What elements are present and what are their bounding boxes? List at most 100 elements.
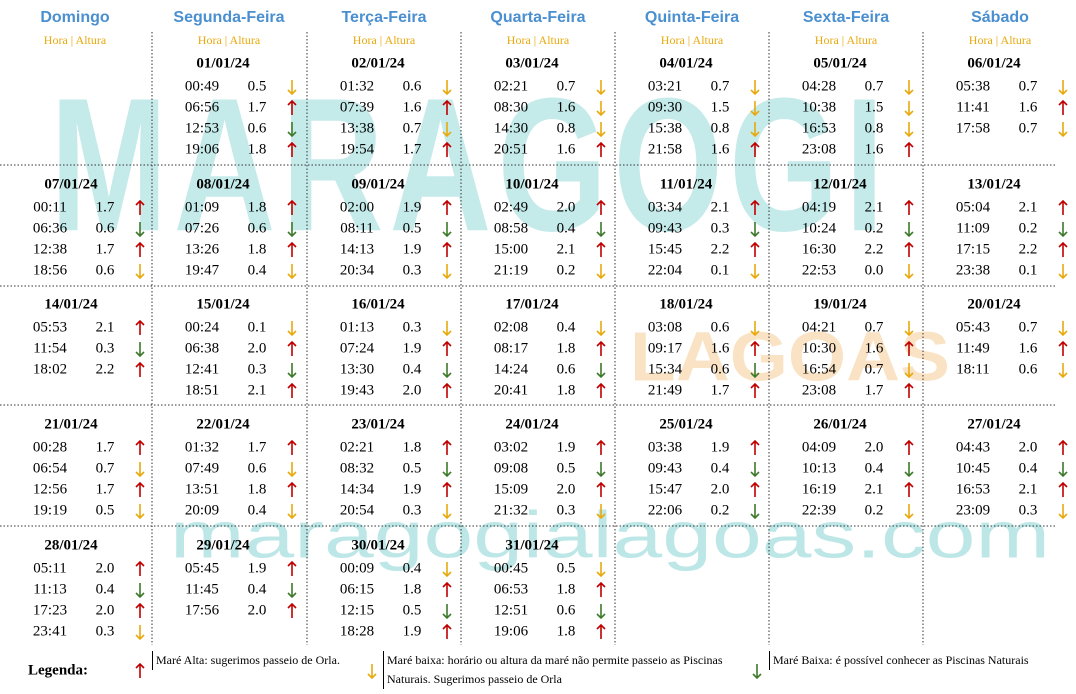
tide-height: 1.8 — [248, 241, 267, 257]
tide-arrow — [135, 583, 145, 599]
tide-height: 0.2 — [865, 220, 884, 236]
tide-time: 09:43 — [648, 220, 682, 236]
tide-height: 1.8 — [248, 481, 267, 497]
tide-height: 2.0 — [403, 382, 422, 398]
tide-time: 03:38 — [648, 439, 682, 455]
tide-time: 06:15 — [340, 581, 374, 597]
legend-text: Maré Alta: sugerimos passeio de Orla. — [152, 651, 380, 670]
tide-time: 06:36 — [33, 220, 68, 236]
tide-height: 0.5 — [248, 78, 267, 94]
date: 03/01/24 — [505, 55, 559, 71]
tide-arrow — [596, 241, 606, 257]
tide-arrow — [135, 560, 145, 576]
tide-arrow — [750, 363, 760, 379]
tide-height: 2.0 — [711, 481, 730, 497]
tide-arrow — [367, 664, 377, 680]
tide-time: 10:38 — [802, 99, 836, 115]
tide-time: 10:13 — [802, 460, 836, 476]
tide-height: 2.0 — [1019, 439, 1038, 455]
tide-height: 1.5 — [865, 99, 884, 115]
tide-time: 19:47 — [185, 262, 220, 278]
tide-height: 1.9 — [248, 560, 267, 576]
tide-time: 01:32 — [185, 439, 219, 455]
tide-arrow — [904, 80, 914, 96]
tide-arrow — [750, 462, 760, 478]
tide-height: 0.6 — [711, 319, 730, 335]
tide-height: 2.1 — [96, 319, 115, 335]
tide-time: 18:56 — [33, 262, 68, 278]
tide-time: 05:04 — [956, 199, 991, 215]
tide-time: 08:32 — [340, 460, 374, 476]
tide-arrow — [287, 241, 297, 257]
tide-time: 19:19 — [33, 502, 67, 518]
tide-arrow — [287, 99, 297, 115]
tide-time: 08:11 — [340, 220, 374, 236]
tide-arrow — [287, 363, 297, 379]
tide-height: 1.8 — [557, 581, 576, 597]
tide-arrow — [287, 80, 297, 96]
tide-time: 03:02 — [494, 439, 528, 455]
date: 20/01/24 — [967, 296, 1021, 312]
tide-height: 1.7 — [711, 382, 730, 398]
day-header: Segunda-Feira — [173, 9, 284, 26]
tide-height: 1.9 — [711, 439, 730, 455]
tide-time: 19:06 — [185, 141, 220, 157]
tide-arrow — [596, 481, 606, 497]
tide-height: 1.8 — [248, 199, 267, 215]
tide-height: 1.8 — [557, 623, 576, 639]
day-subheader: Hora | Altura — [661, 33, 724, 47]
tide-arrow — [442, 604, 452, 620]
tide-time: 06:53 — [494, 581, 528, 597]
tide-arrow — [596, 363, 606, 379]
tide-height: 2.2 — [865, 241, 884, 257]
tide-height: 1.6 — [865, 141, 884, 157]
tide-height: 0.0 — [865, 262, 884, 278]
tide-arrow — [596, 80, 606, 96]
day-subheader: Hora | Altura — [815, 33, 878, 47]
tide-time: 04:43 — [956, 439, 990, 455]
tide-height: 0.7 — [865, 78, 884, 94]
tide-arrow — [135, 319, 145, 335]
tide-height: 0.3 — [248, 361, 267, 377]
tide-time: 21:19 — [494, 262, 528, 278]
tide-height: 1.6 — [557, 99, 576, 115]
tide-arrow — [442, 321, 452, 337]
tide-height: 1.7 — [403, 141, 422, 157]
date: 19/01/24 — [813, 296, 867, 312]
tide-height: 0.3 — [403, 502, 422, 518]
tide-arrow — [442, 199, 452, 215]
tide-height: 0.3 — [403, 319, 422, 335]
tide-time: 21:49 — [648, 382, 682, 398]
tide-height: 1.7 — [248, 99, 267, 115]
tide-time: 17:58 — [956, 120, 990, 136]
tide-arrow — [1058, 481, 1068, 497]
tide-time: 11:13 — [33, 581, 67, 597]
tide-height: 1.7 — [96, 481, 115, 497]
tide-arrow — [442, 241, 452, 257]
tide-arrow — [287, 222, 297, 238]
tide-height: 0.7 — [1019, 319, 1038, 335]
tide-arrow — [596, 264, 606, 280]
tide-arrow — [287, 382, 297, 398]
date: 04/01/24 — [659, 55, 713, 71]
tide-time: 10:45 — [956, 460, 990, 476]
tide-height: 0.2 — [557, 262, 576, 278]
tide-arrow — [442, 80, 452, 96]
tide-time: 12:53 — [185, 120, 219, 136]
tide-height: 0.6 — [248, 120, 267, 136]
tide-arrow — [904, 439, 914, 455]
tide-arrow — [1058, 199, 1068, 215]
tide-time: 15:09 — [494, 481, 528, 497]
tide-arrow — [135, 342, 145, 358]
tide-height: 1.6 — [711, 141, 730, 157]
tide-time: 17:56 — [185, 602, 220, 618]
tide-arrow — [904, 481, 914, 497]
tide-height: 0.7 — [711, 78, 730, 94]
tide-arrow — [442, 504, 452, 520]
tide-height: 1.9 — [403, 241, 422, 257]
tide-height: 0.8 — [557, 120, 576, 136]
tide-time: 00:49 — [185, 78, 219, 94]
tide-height: 0.4 — [403, 361, 422, 377]
tide-height: 0.5 — [96, 502, 115, 518]
tide-arrow — [904, 241, 914, 257]
